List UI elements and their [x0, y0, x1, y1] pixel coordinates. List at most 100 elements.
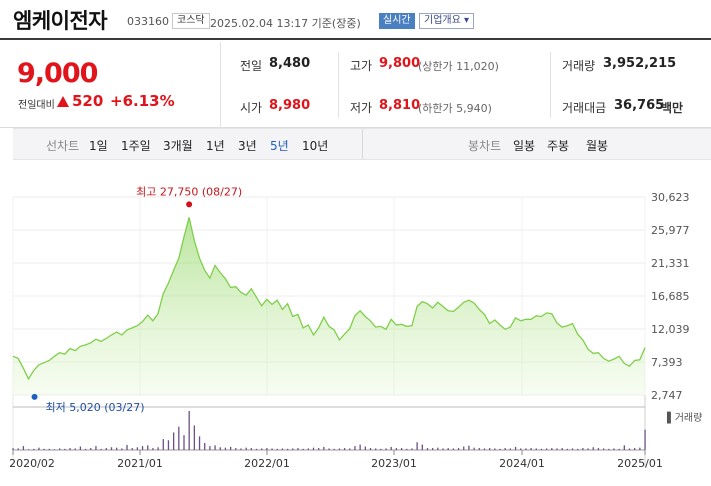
candle-weekly-button[interactable]: 주봉 — [547, 139, 570, 153]
y-tick-label: 12,039 — [651, 323, 690, 336]
volume-bar — [442, 448, 444, 450]
high-label: 최고 27,750 (08/27) — [136, 185, 242, 198]
y-tick-label: 2,747 — [651, 389, 683, 402]
volume-bar — [33, 448, 35, 450]
volume-bar — [608, 448, 610, 450]
volume-bar — [400, 448, 403, 450]
volume-bar — [571, 448, 574, 450]
volume-bar — [587, 448, 589, 450]
volume-bar — [266, 448, 268, 450]
period-5y-button[interactable]: 5년 — [270, 139, 289, 153]
volume-bar — [520, 448, 522, 450]
volume-bar — [556, 448, 558, 450]
realtime-button[interactable]: 실시간 — [379, 13, 415, 29]
volume-bar — [245, 447, 247, 450]
period-1w-button[interactable]: 1주일 — [121, 139, 151, 153]
price-chart[interactable]: 30,623 25,977 21,331 16,685 12,039 7,393 2,747… — [0, 185, 711, 486]
candle-chart-label: 봉차트 — [468, 139, 502, 153]
y-tick-label: 7,393 — [651, 356, 683, 369]
volume-bar — [375, 448, 377, 450]
volume-bar — [53, 449, 56, 450]
volume-bar — [292, 448, 294, 450]
low-marker — [31, 393, 38, 400]
volume-bar — [79, 446, 82, 450]
volume-bar — [147, 445, 149, 450]
volume-bar — [483, 448, 486, 450]
divider — [338, 52, 339, 118]
change-value: 520 — [72, 92, 104, 110]
volume-bar — [380, 448, 382, 450]
volume-bar — [219, 447, 221, 450]
volume-bar — [141, 446, 144, 450]
volume-bar — [411, 448, 413, 450]
low-label: 최저 5,020 (03/27) — [46, 401, 145, 414]
stock-header: 엠케이전자 033160 코스닥 2025.02.04 13:17 기준(장중)… — [0, 0, 711, 40]
volume-value: 3,952,215 — [603, 56, 677, 71]
volume-bar — [432, 448, 434, 450]
volume-bar — [535, 448, 537, 450]
period-3y-button[interactable]: 3년 — [238, 139, 257, 153]
volume-bar — [250, 448, 252, 450]
volume-bar — [84, 448, 87, 450]
volume-bar — [188, 411, 190, 450]
price-chart-svg: 30,623 25,977 21,331 16,685 12,039 7,393 2,747… — [9, 185, 702, 470]
period-1y-button[interactable]: 1년 — [206, 139, 225, 153]
volume-bar — [463, 446, 465, 450]
volume-bar — [328, 448, 330, 450]
open-label: 시가 — [240, 101, 263, 115]
volume-bar — [437, 447, 439, 450]
y-tick-label: 30,623 — [651, 191, 690, 204]
period-10y-button[interactable]: 10년 — [302, 139, 329, 153]
period-3m-button[interactable]: 3개월 — [163, 139, 193, 153]
volume-bar — [74, 448, 76, 450]
candle-monthly-button[interactable]: 월봉 — [586, 139, 609, 153]
volume-bar — [602, 448, 605, 450]
period-1d-button[interactable]: 1일 — [89, 139, 108, 153]
volume-bar — [59, 448, 61, 450]
low-value: 8,810 — [379, 98, 421, 113]
volume-bar — [644, 429, 646, 450]
low-label: 저가 — [350, 101, 373, 115]
volume-bar — [162, 439, 164, 450]
volume-bar — [121, 448, 123, 450]
volume-bar — [478, 448, 480, 450]
volume-bar — [452, 448, 455, 450]
volume-bar — [494, 448, 496, 450]
volume-label: 거래량 — [562, 59, 596, 73]
volume-bar — [504, 448, 506, 450]
volume-bar — [385, 448, 387, 450]
price-line — [12, 217, 646, 381]
volume-bar — [235, 448, 237, 450]
volume-bar — [338, 448, 341, 450]
volume-bar — [152, 448, 154, 450]
company-info-dropdown[interactable]: 기업개요 ▾ — [419, 13, 474, 29]
volume-legend: ▌거래량 — [666, 411, 702, 424]
volume-bar — [43, 448, 45, 450]
volume-bar — [302, 448, 304, 450]
divider — [550, 52, 551, 118]
volume-bar — [343, 448, 346, 450]
upper-limit: (상한가 11,020) — [418, 60, 499, 73]
volume-bar — [204, 442, 206, 450]
volume-bar — [214, 445, 216, 450]
volume-bar — [261, 448, 263, 450]
volume-bar — [416, 442, 418, 450]
volume-bar — [488, 448, 491, 450]
volume-bar — [157, 447, 159, 450]
volume-bar — [551, 448, 553, 450]
volume-bar — [323, 446, 325, 450]
volume-bar — [369, 448, 372, 450]
volume-bar — [131, 448, 133, 450]
price-panel: 9,000 전일대비 520 +6.13% 전일 8,480 시가 8,980 … — [0, 42, 711, 128]
volume-bar — [17, 448, 19, 450]
candle-daily-button[interactable]: 일봉 — [513, 139, 536, 153]
volume-bar — [183, 435, 185, 450]
volume-bar — [354, 446, 356, 450]
high-value: 9,800 — [379, 56, 421, 71]
volume-bar — [110, 447, 113, 450]
volume-bar — [545, 448, 548, 450]
volume-bar — [116, 447, 118, 450]
volume-bar — [90, 448, 92, 450]
volume-bar — [359, 444, 361, 450]
volume-bar — [318, 448, 320, 450]
